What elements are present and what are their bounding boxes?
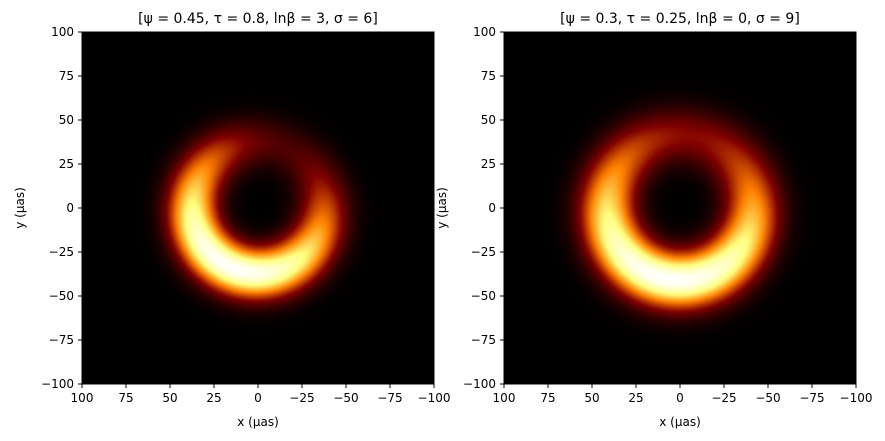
- x-tick-label: −25: [711, 391, 736, 405]
- x-tick-label: 75: [118, 391, 133, 405]
- x-tick-label: 25: [206, 391, 221, 405]
- x-tick-label: 75: [540, 391, 555, 405]
- x-tick-label: −75: [799, 391, 824, 405]
- x-axis-label: x (μas): [237, 415, 279, 429]
- x-tick-label: 0: [254, 391, 262, 405]
- y-tick-label: −100: [41, 377, 74, 391]
- x-tick-label: 0: [676, 391, 684, 405]
- y-tick-label: 100: [51, 25, 74, 39]
- x-tick-label: −100: [840, 391, 873, 405]
- y-tick-label: 25: [481, 157, 496, 171]
- x-tick-label: 100: [493, 391, 516, 405]
- y-tick-label: −25: [49, 245, 74, 259]
- y-tick-label: 50: [481, 113, 496, 127]
- x-tick-label: −75: [377, 391, 402, 405]
- y-tick-label: 0: [66, 201, 74, 215]
- y-tick-label: −75: [49, 333, 74, 347]
- x-tick-label: 25: [628, 391, 643, 405]
- y-tick-label: 25: [59, 157, 74, 171]
- y-tick-label: 50: [59, 113, 74, 127]
- y-tick-label: 75: [481, 69, 496, 83]
- x-tick-label: −25: [289, 391, 314, 405]
- y-axis-label: y (μas): [435, 187, 449, 229]
- x-tick-label: −100: [418, 391, 451, 405]
- y-tick-label: −25: [471, 245, 496, 259]
- chart-panel-1: 100 75 50 25 0 −25 −50 −75 −1001007550250−25−50−…: [13, 11, 450, 429]
- x-tick-label: 50: [162, 391, 177, 405]
- heatmap-image: [504, 32, 856, 384]
- x-axis-label: x (μas): [659, 415, 701, 429]
- heatmap-image: [82, 32, 434, 384]
- x-tick-label: 100: [71, 391, 94, 405]
- y-tick-label: −50: [49, 289, 74, 303]
- chart-title: [ψ = 0.45, τ = 0.8, lnβ = 3, σ = 6]: [138, 11, 378, 27]
- chart-title: [ψ = 0.3, τ = 0.25, lnβ = 0, σ = 9]: [560, 11, 800, 27]
- chart-panel-2: 100 75 50 25 0 −25 −50 −75 −1001007550250−25−50−…: [435, 11, 872, 429]
- y-axis-label: y (μas): [13, 187, 27, 229]
- y-tick-label: 100: [473, 25, 496, 39]
- y-tick-label: 75: [59, 69, 74, 83]
- y-tick-label: −100: [463, 377, 496, 391]
- x-tick-label: −50: [755, 391, 780, 405]
- x-tick-label: 50: [584, 391, 599, 405]
- y-tick-label: −50: [471, 289, 496, 303]
- x-tick-label: −50: [333, 391, 358, 405]
- y-tick-label: 0: [488, 201, 496, 215]
- y-tick-label: −75: [471, 333, 496, 347]
